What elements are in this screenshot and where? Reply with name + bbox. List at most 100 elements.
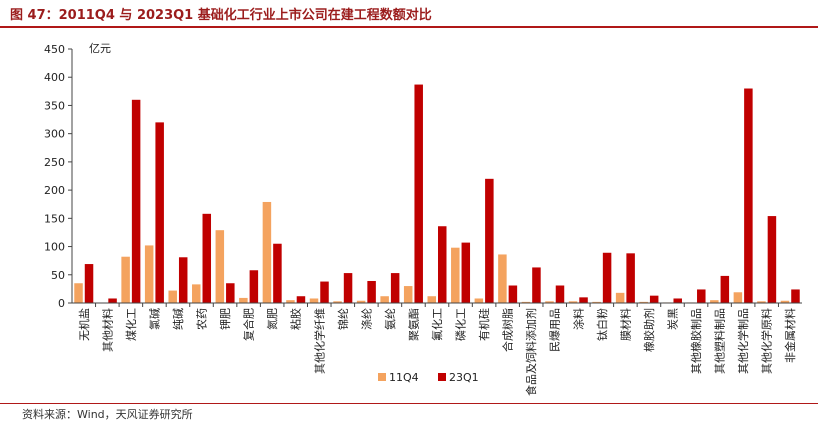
x-tick-label: 涂料: [571, 308, 585, 330]
y-tick-label: 350: [44, 99, 65, 112]
x-tick-label: 农药: [195, 308, 209, 330]
bar-11q4: [592, 301, 601, 303]
x-tick-label: 氨纶: [383, 308, 397, 330]
bar-11q4: [380, 296, 389, 303]
x-tick-label: 煤化工: [124, 308, 138, 341]
bar-11q4: [144, 245, 154, 303]
x-tick-label: 橡胶助剂: [642, 308, 656, 352]
x-tick-label: 膜材料: [618, 308, 632, 341]
x-tick-label: 氮肥: [265, 308, 279, 330]
bar-11q4: [309, 298, 319, 303]
x-tick-label: 其他化学原料: [760, 308, 774, 374]
x-tick-label: 涤纶: [359, 308, 373, 330]
bar-23q1: [367, 280, 376, 303]
x-axis: 无机盐 其他材料 煤化工 氯碱 纯碱 农药 钾肥 复合肥 氮肥 粘胶 其他化学纤维 锦纶 涤纶 氨纶 聚氨酯…: [72, 302, 802, 396]
bar-23q1: [626, 253, 635, 303]
bar-23q1: [390, 273, 400, 303]
bar-23q1: [720, 275, 730, 303]
bar-11q4: [521, 301, 531, 303]
x-tick-label: 无机盐: [77, 308, 91, 341]
x-tick-label: 炭黑: [666, 308, 679, 330]
bar-23q1: [108, 298, 117, 303]
x-tick-label: 磷化工: [454, 308, 468, 341]
bar-11q4: [451, 247, 460, 303]
legend-swatch: [438, 373, 446, 381]
bar-chart: 0 50 100 150 200 250 300 350 400 450 亿元 无机盐 其他材料 煤化…: [44, 42, 802, 396]
bar-11q4: [168, 290, 177, 303]
bar-23q1: [508, 285, 518, 303]
bar-23q1: [226, 283, 235, 303]
bar-11q4: [286, 300, 295, 303]
bar-23q1: [131, 99, 141, 303]
x-tick-label: 其他化学纤维: [312, 308, 326, 374]
bar-23q1: [414, 84, 423, 303]
y-tick-label: 100: [44, 241, 65, 254]
bar-23q1: [649, 295, 659, 303]
bar-23q1: [178, 257, 188, 303]
bar-23q1: [485, 178, 494, 303]
legend-label: 23Q1: [449, 371, 479, 384]
bar-23q1: [697, 289, 706, 303]
y-tick-label: 300: [44, 128, 65, 141]
bar-11q4: [757, 301, 766, 303]
bar-23q1: [673, 298, 682, 303]
bar-11q4: [192, 284, 201, 303]
bar-23q1: [273, 243, 282, 303]
bar-23q1: [320, 281, 329, 303]
bar-23q1: [579, 297, 588, 303]
bar-23q1: [202, 213, 212, 303]
bar-11q4: [568, 301, 578, 303]
bar-11q4: [121, 256, 130, 303]
x-tick-label: 复合肥: [242, 308, 256, 341]
x-tick-label: 其他塑料制品: [713, 308, 727, 374]
bar-11q4: [733, 292, 743, 303]
bar-23q1: [555, 285, 565, 303]
x-tick-label: 锦纶: [336, 308, 350, 330]
bar-11q4: [356, 300, 366, 303]
bar-23q1: [296, 296, 306, 303]
legend-swatch: [378, 373, 386, 381]
x-tick-label: 其他化学制品: [736, 308, 750, 374]
bar-23q1: [343, 273, 353, 303]
bar-23q1: [461, 242, 471, 303]
bar-11q4: [427, 296, 436, 303]
bar-23q1: [438, 226, 447, 303]
x-tick-label: 氟化工: [430, 308, 444, 341]
bar-11q4: [545, 301, 554, 303]
x-tick-label: 聚氨酯: [407, 308, 420, 341]
x-tick-label: 钛白粉: [595, 308, 609, 341]
x-tick-label: 其他材料: [100, 308, 114, 352]
x-tick-label: 合成树脂: [501, 308, 515, 352]
bar-23q1: [249, 270, 259, 303]
y-tick-label: 400: [44, 71, 65, 84]
y-tick-label: 250: [44, 156, 65, 169]
y-tick-label: 150: [44, 212, 65, 225]
x-tick-label: 其他橡胶制品: [689, 308, 703, 374]
y-tick-label: 450: [44, 43, 65, 56]
y-unit-label: 亿元: [89, 42, 111, 55]
bar-11q4: [474, 298, 484, 303]
bar-23q1: [744, 88, 753, 303]
legend-label: 11Q4: [389, 371, 419, 384]
x-tick-label: 钾肥: [218, 308, 232, 330]
x-tick-label: 非金属材料: [783, 308, 797, 363]
bar-23q1: [155, 122, 164, 303]
bar-23q1: [602, 252, 612, 303]
y-tick-label: 0: [58, 297, 65, 310]
bar-11q4: [262, 201, 272, 303]
title-rule: [0, 26, 818, 28]
bar-23q1: [532, 267, 541, 303]
bar-23q1: [791, 289, 800, 303]
bar-11q4: [498, 254, 507, 303]
x-tick-label: 食品及饲料添加剂: [524, 308, 538, 396]
x-tick-label: 粘胶: [289, 308, 303, 330]
y-axis: 0 50 100 150 200 250 300 350 400 450: [44, 43, 73, 310]
x-tick-label: 纯碱: [172, 308, 185, 330]
bar-11q4: [239, 297, 248, 303]
bar-11q4: [710, 300, 719, 303]
legend: 11Q4 23Q1: [378, 371, 479, 384]
bar-11q4: [74, 283, 83, 303]
bar-11q4: [215, 230, 225, 303]
x-tick-label: 民爆用品: [548, 308, 562, 352]
y-tick-label: 200: [44, 184, 65, 197]
